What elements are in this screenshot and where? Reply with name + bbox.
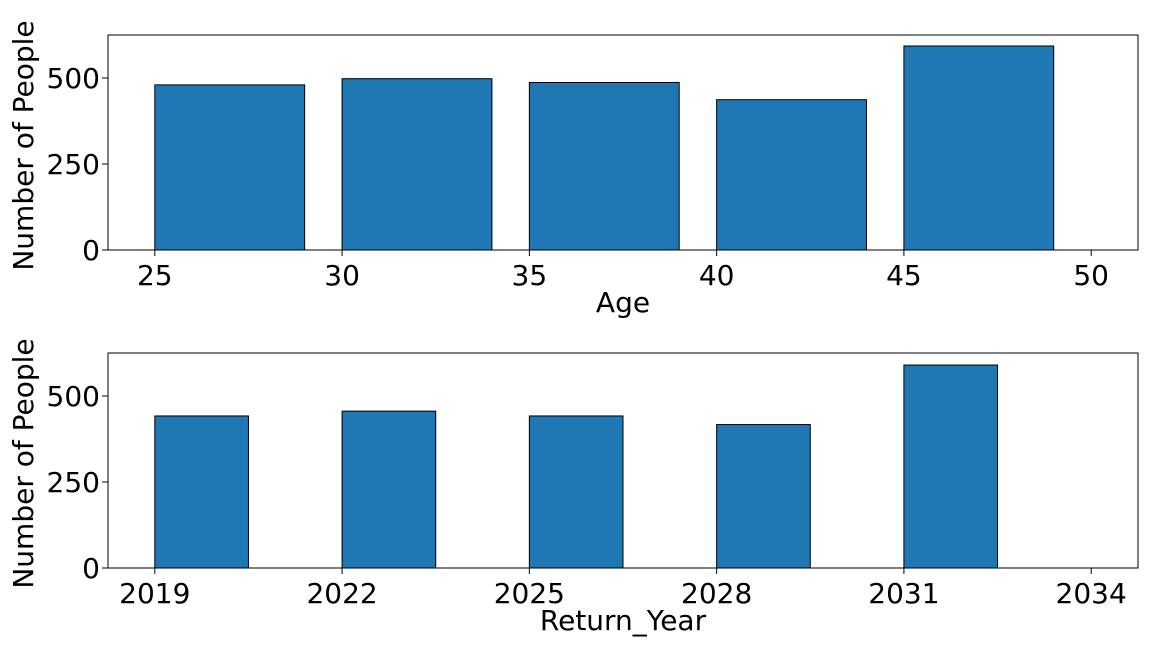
x-tick-label: 40 (699, 259, 735, 292)
y-tick-label: 0 (82, 552, 100, 585)
x-tick-label: 2028 (681, 577, 752, 610)
y-axis-title: Number of People (7, 20, 40, 270)
bar-4 (903, 364, 999, 569)
return-year-histogram: 2019 2022 2025 2028 2031 2034 0 250 500 Return_Ye… (7, 338, 1139, 637)
bar-0 (154, 84, 306, 251)
y-tick-label: 0 (82, 234, 100, 267)
x-tick-label: 2031 (868, 577, 939, 610)
plot-frame (107, 34, 1139, 251)
x-tick-label: 45 (886, 259, 922, 292)
bar-4 (903, 45, 1055, 251)
x-tick-label: 2034 (1056, 577, 1127, 610)
x-tick-label: 35 (512, 259, 548, 292)
bar-2 (528, 415, 624, 569)
y-axis-title: Number of People (7, 338, 40, 588)
y-tick-label: 250 (47, 466, 100, 499)
plot-frame (107, 352, 1139, 569)
y-tick-label: 250 (47, 148, 100, 181)
x-axis-title: Age (596, 286, 650, 319)
x-tick-label: 2025 (494, 577, 565, 610)
y-tick-label: 500 (47, 380, 100, 413)
y-tick-label: 500 (47, 62, 100, 95)
bar-1 (341, 410, 437, 569)
x-tick-label: 30 (324, 259, 360, 292)
x-axis-title: Return_Year (540, 604, 707, 637)
bar-3 (716, 424, 811, 569)
x-tick-label: 2022 (306, 577, 377, 610)
x-tick-label: 2019 (119, 577, 190, 610)
bar-3 (716, 99, 867, 251)
bar-2 (528, 81, 680, 251)
x-tick-label: 25 (137, 259, 173, 292)
bar-0 (154, 415, 249, 569)
x-tick-label: 50 (1073, 259, 1109, 292)
bar-1 (341, 78, 493, 251)
